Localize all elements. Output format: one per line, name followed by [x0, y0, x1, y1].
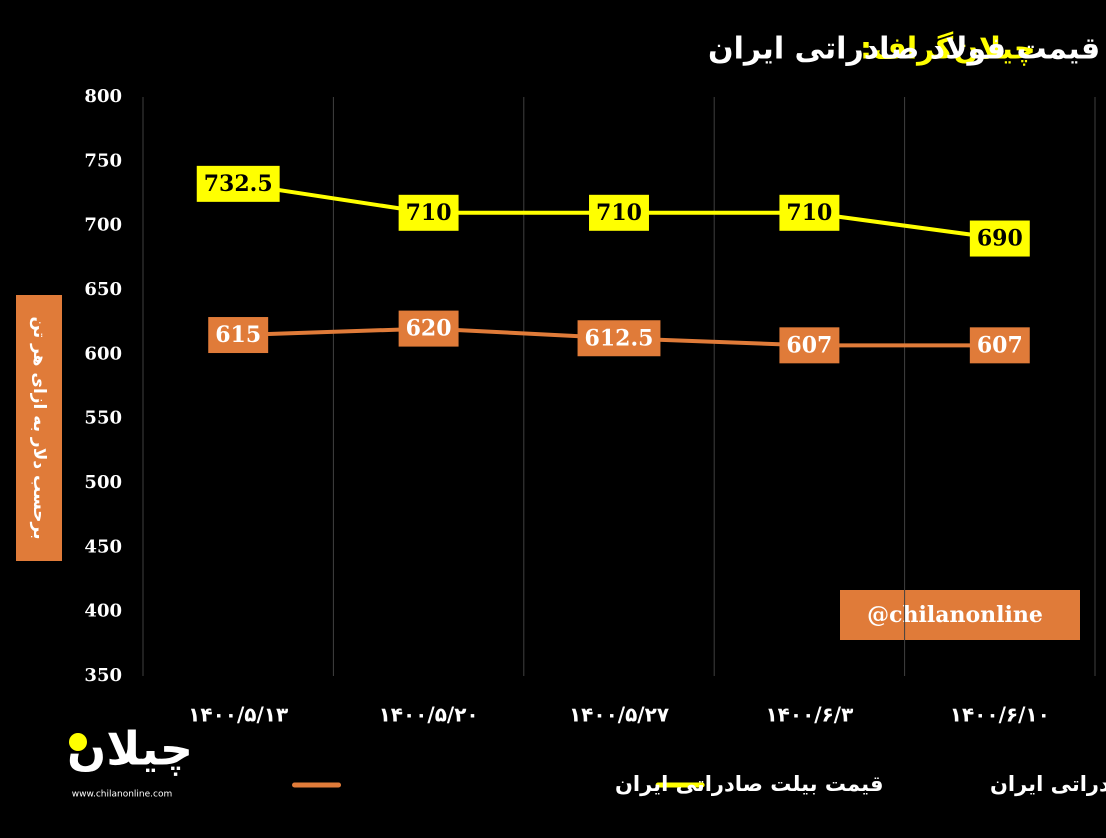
- data-label-box: [779, 194, 840, 231]
- chart-title: روند قیمت فولاد صادراتی ایران: [708, 32, 1106, 67]
- data-label: 710: [406, 200, 452, 226]
- data-label-box: [208, 317, 269, 354]
- data-label: 710: [596, 200, 642, 226]
- data-label-box: [969, 327, 1030, 364]
- data-label: 732.5: [204, 171, 273, 197]
- data-label: 607: [977, 332, 1023, 358]
- data-label-box: [969, 220, 1030, 257]
- data-label: 612.5: [585, 325, 654, 351]
- data-label-box: [398, 310, 459, 347]
- data-label: 607: [786, 332, 832, 358]
- y-tick-label: 450: [84, 536, 122, 557]
- x-tick-label: ۱۴۰۰/۵/۱۳: [188, 703, 288, 727]
- legend-label: قیمت بیلت صادراتی ایران: [615, 772, 883, 796]
- data-label-box: [779, 327, 840, 364]
- y-tick-label: 800: [84, 86, 122, 107]
- data-label-box: [398, 194, 459, 231]
- title-prefix: چیلان‌گراف:: [860, 31, 1036, 67]
- data-label-box: [196, 165, 280, 202]
- data-label-box: [589, 194, 649, 231]
- website: www.chilanonline.com: [72, 790, 173, 800]
- y-tick-label: 700: [84, 215, 122, 236]
- y-tick-label: 350: [84, 665, 122, 686]
- logo: چیلان: [67, 722, 193, 777]
- x-tick-label: ۱۴۰۰/۵/۲۰: [379, 703, 479, 727]
- y-tick-label: 400: [84, 601, 122, 622]
- y-tick-label: 550: [84, 408, 122, 429]
- y-tick-label: 600: [84, 343, 122, 364]
- data-label: 620: [406, 316, 452, 342]
- watermark: @chilanonline: [867, 602, 1043, 628]
- y-tick-label: 500: [84, 472, 122, 493]
- y-tick-label: 750: [84, 150, 122, 171]
- data-label-box: [577, 320, 661, 357]
- legend-label: قیمت اسلب صادراتی ایران: [990, 772, 1106, 796]
- data-label: 615: [215, 322, 261, 348]
- x-tick-label: ۱۴۰۰/۶/۳: [765, 703, 853, 727]
- y-label-box: [16, 295, 62, 561]
- data-label: 710: [786, 200, 832, 226]
- data-label: 690: [977, 226, 1023, 252]
- watermark-box: [840, 590, 1080, 640]
- y-tick-label: 650: [84, 279, 122, 300]
- y-axis-label: برحسب دلار به ازای هر تن: [29, 316, 49, 539]
- x-tick-label: ۱۴۰۰/۶/۱۰: [950, 703, 1050, 727]
- logo-dot: [69, 733, 87, 751]
- x-tick-label: ۱۴۰۰/۵/۲۷: [569, 703, 669, 727]
